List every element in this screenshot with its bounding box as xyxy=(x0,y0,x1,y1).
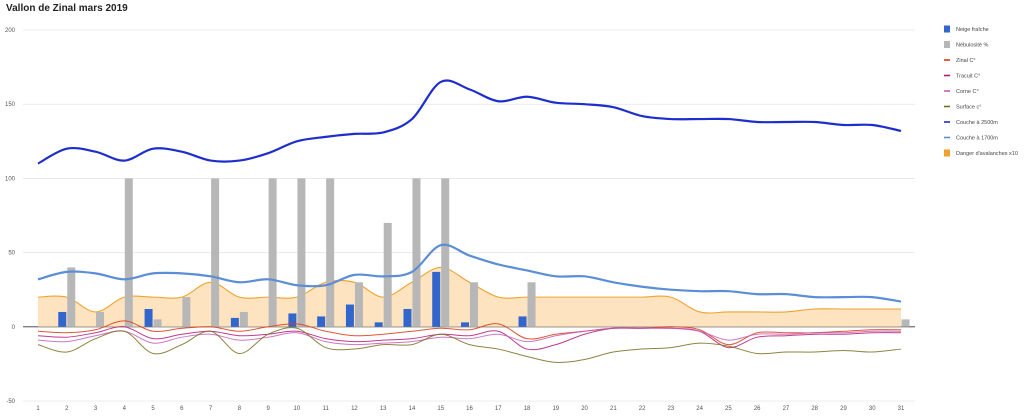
series-line-zinal xyxy=(37,320,902,346)
x-tick-label: 21 xyxy=(610,406,617,412)
bar-nebulosite xyxy=(239,311,248,327)
bar-nebulosite xyxy=(527,282,536,327)
x-tick-label: 12 xyxy=(351,406,358,412)
bar-nebulosite xyxy=(441,178,450,327)
x-tick-label: 26 xyxy=(754,406,761,412)
y-tick-label: 100 xyxy=(5,176,16,182)
legend-label: Tracuit C° xyxy=(956,74,980,80)
bar-nebulosite xyxy=(326,178,335,327)
x-tick-label: 9 xyxy=(266,406,270,412)
x-tick-label: 3 xyxy=(94,406,98,412)
bar-nebulosite xyxy=(901,319,910,327)
x-tick-label: 13 xyxy=(380,406,387,412)
y-tick-label: 150 xyxy=(5,102,16,108)
x-tick-label: 16 xyxy=(466,406,473,412)
bar-nebulosite xyxy=(67,267,76,327)
x-tick-label: 8 xyxy=(238,406,242,412)
x-tick-label: 27 xyxy=(783,406,790,412)
x-tick-label: 18 xyxy=(524,406,531,412)
x-tick-label: 25 xyxy=(725,406,732,412)
bar-neige-fraiche xyxy=(461,322,469,327)
bar-neige-fraiche xyxy=(58,311,67,327)
x-tick-label: 4 xyxy=(123,406,127,412)
x-tick-label: 23 xyxy=(668,406,675,412)
bar-neige-fraiche xyxy=(374,322,383,327)
legend-label: Danger d'avalanches x10 xyxy=(956,151,1018,157)
bar-nebulosite xyxy=(354,282,363,327)
legend-swatch xyxy=(944,149,950,157)
series-line-tracuit xyxy=(37,326,902,351)
x-tick-label: 1 xyxy=(36,406,40,412)
x-tick-label: 28 xyxy=(811,406,818,412)
grid-layer xyxy=(23,29,915,402)
bar-neige-fraiche xyxy=(144,308,153,327)
area-layer xyxy=(37,266,901,327)
x-tick-label: 15 xyxy=(437,406,444,412)
y-tick-label: 50 xyxy=(8,251,15,257)
x-tick-label: 22 xyxy=(639,406,646,412)
bar-nebulosite xyxy=(268,178,277,327)
x-tick-label: 14 xyxy=(409,406,416,412)
legend-label: Surface c° xyxy=(956,105,981,111)
legend: Neige fraîche Nébulosité % Zinal C° Tracuit… xyxy=(944,25,1018,157)
x-tick-label: 10 xyxy=(294,406,301,412)
legend-swatch xyxy=(944,25,950,33)
bar-nebulosite xyxy=(124,178,133,327)
series-line-corne xyxy=(37,327,902,346)
y-tick-label: 0 xyxy=(12,325,16,331)
bar-neige-fraiche xyxy=(403,308,412,327)
bar-nebulosite xyxy=(96,311,105,327)
series-line-danger xyxy=(37,266,901,314)
x-tick-label: 5 xyxy=(151,406,155,412)
x-tick-label: 17 xyxy=(495,406,502,412)
y-tick-label: 200 xyxy=(5,28,16,34)
bar-neige-fraiche xyxy=(345,304,354,327)
series-line-surface xyxy=(37,327,902,364)
legend-label: Neige fraîche xyxy=(956,27,989,33)
bar-nebulosite xyxy=(211,178,220,327)
bar-nebulosite xyxy=(383,222,392,327)
legend-label: Corne C° xyxy=(956,89,979,95)
x-tick-label: 29 xyxy=(840,406,847,412)
x-tick-label: 6 xyxy=(180,406,184,412)
bar-nebulosite xyxy=(297,178,306,327)
area-fill-danger xyxy=(38,267,901,327)
x-tick-label: 19 xyxy=(552,406,559,412)
line-layer xyxy=(37,79,902,364)
x-tick-label: 2 xyxy=(65,406,69,412)
legend-label: Couche à 1700m xyxy=(956,136,998,142)
x-tick-label: 30 xyxy=(869,406,876,412)
x-tick-label: 7 xyxy=(209,406,213,412)
bar-nebulosite xyxy=(470,282,478,327)
x-tick-label: 20 xyxy=(581,406,588,412)
y-tick-label: -50 xyxy=(6,399,15,405)
bar-neige-fraiche xyxy=(317,316,326,327)
x-tick-label: 11 xyxy=(323,406,330,412)
x-tick-label: 24 xyxy=(696,406,703,412)
series-line-couche-1700 xyxy=(37,243,902,303)
legend-label: Couche à 2500m xyxy=(956,120,998,126)
bar-nebulosite xyxy=(153,319,162,327)
legend-label: Nébulosité % xyxy=(956,43,989,49)
series-line-couche-2500 xyxy=(37,79,902,165)
bar-neige-fraiche xyxy=(432,271,441,327)
bar-neige-fraiche xyxy=(518,316,527,327)
bar-neige-fraiche xyxy=(288,313,297,327)
bar-nebulosite xyxy=(412,178,421,327)
legend-label: Zinal C° xyxy=(956,58,976,64)
bar-neige-fraiche xyxy=(230,317,239,327)
x-tick-label: 31 xyxy=(898,406,905,412)
legend-swatch xyxy=(944,41,950,48)
bar-nebulosite xyxy=(182,297,191,327)
chart-title: Vallon de Zinal mars 2019 xyxy=(6,3,128,14)
bar-layer xyxy=(58,178,910,327)
